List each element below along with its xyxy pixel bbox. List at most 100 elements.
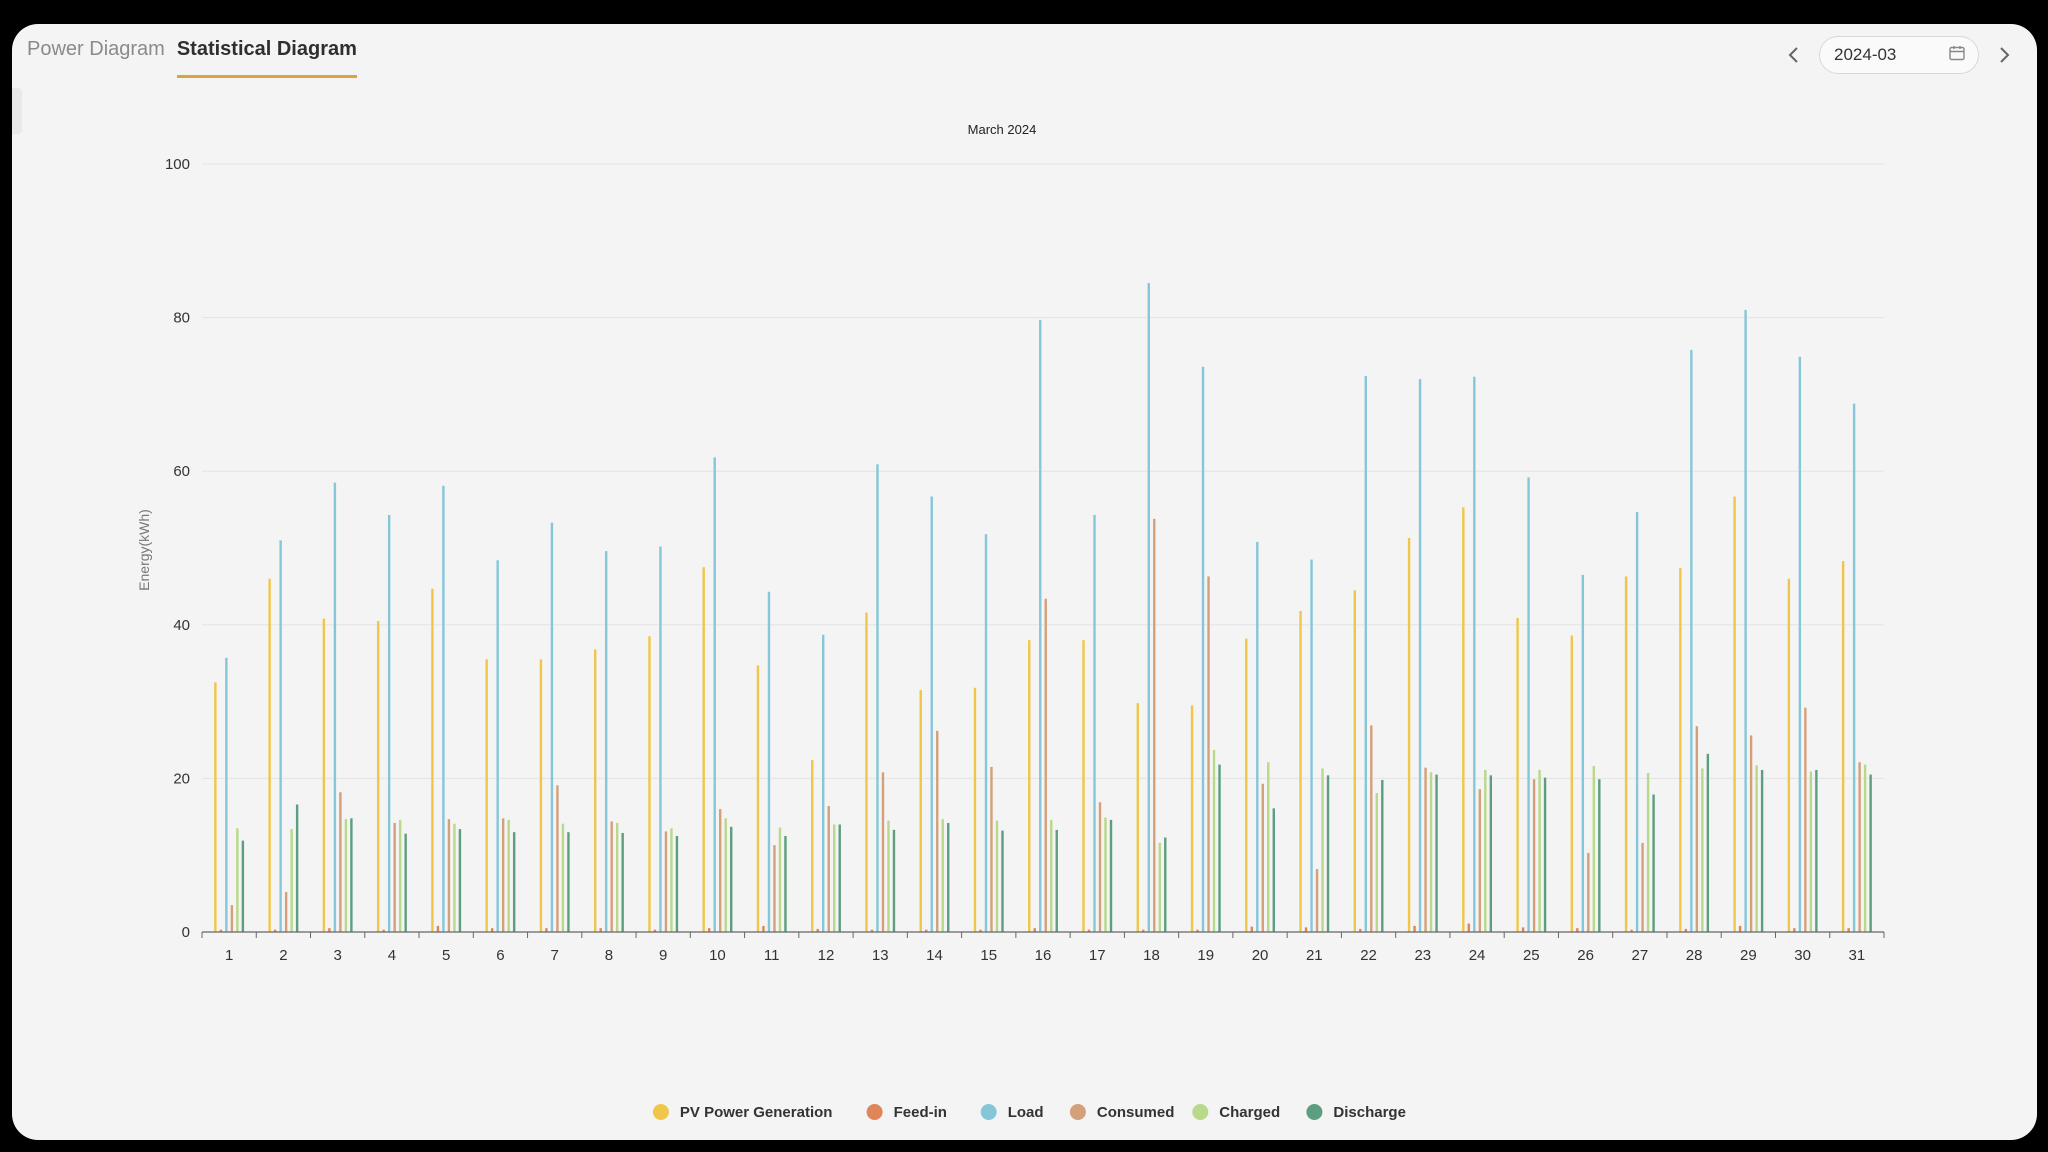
bar (1847, 928, 1850, 932)
bar (567, 832, 570, 932)
chevron-right-icon[interactable] (1991, 40, 2017, 70)
bar (1424, 767, 1427, 932)
legend-label: Feed-in (894, 1104, 947, 1121)
bar (404, 833, 407, 932)
y-tick-label: 80 (173, 310, 190, 327)
bar (501, 818, 505, 932)
legend-swatch (980, 1104, 997, 1120)
y-axis-label: Energy(kWh) (136, 509, 152, 591)
bar (1136, 703, 1139, 932)
bar (615, 822, 619, 932)
legend-item[interactable]: PV Power Generation (652, 1104, 833, 1121)
tab-statistical-diagram[interactable]: Statistical Diagram (176, 38, 357, 78)
bar (664, 831, 668, 932)
bar (1055, 829, 1058, 932)
legend-swatch (652, 1104, 669, 1120)
bar (1315, 869, 1319, 932)
bar (621, 832, 624, 932)
x-tick-label: 30 (1794, 947, 1811, 964)
bar (767, 591, 771, 932)
x-tick-label: 19 (1197, 947, 1214, 964)
x-tick-label: 24 (1469, 947, 1486, 964)
bar (442, 485, 445, 932)
bar (485, 659, 488, 932)
bar (1684, 928, 1688, 932)
bar (1087, 929, 1091, 932)
bar (1462, 507, 1465, 932)
bar (376, 620, 380, 932)
x-tick-label: 26 (1577, 947, 1594, 964)
bar (865, 612, 868, 932)
bar (1576, 928, 1579, 932)
bar (382, 929, 385, 932)
bar (659, 546, 662, 932)
legend-item[interactable]: Consumed (1069, 1104, 1175, 1121)
bar (333, 482, 337, 932)
bar (892, 829, 896, 932)
bar (1407, 538, 1411, 932)
month-picker-value: 2024-03 (1834, 45, 1897, 64)
bar (936, 730, 939, 932)
bar (1706, 753, 1710, 932)
x-tick-label: 13 (872, 947, 889, 964)
bar (1245, 638, 1248, 932)
x-tick-label: 1 (225, 947, 233, 964)
bar (833, 824, 836, 932)
bar (1755, 765, 1758, 932)
x-tick-label: 23 (1414, 947, 1431, 964)
bar (675, 836, 679, 932)
bar (1798, 356, 1802, 932)
x-tick-label: 4 (388, 947, 396, 964)
bar (724, 818, 727, 932)
x-tick-label: 28 (1686, 947, 1703, 964)
bar (1418, 379, 1422, 932)
legend-item[interactable]: Feed-in (866, 1104, 947, 1121)
month-picker[interactable]: 2024-03 (1819, 36, 1979, 74)
bar (1256, 541, 1259, 932)
y-tick-label: 100 (165, 156, 190, 173)
bar (1635, 511, 1639, 932)
bar (507, 819, 510, 932)
bar (1429, 772, 1433, 932)
bar (1381, 779, 1384, 932)
legend-label: PV Power Generation (680, 1104, 833, 1121)
bar (268, 578, 271, 932)
legend-swatch (1306, 1104, 1323, 1120)
bar (887, 820, 890, 932)
bar (1104, 817, 1107, 932)
side-collapse-handle[interactable] (12, 88, 22, 134)
bar (1218, 764, 1221, 932)
x-tick-label: 27 (1631, 947, 1648, 964)
bar (1478, 789, 1482, 932)
legend-item[interactable]: Charged (1192, 1104, 1280, 1121)
bar (322, 618, 326, 932)
x-tick-label: 10 (709, 947, 726, 964)
bar (1538, 769, 1541, 932)
bar (1413, 925, 1416, 932)
bar (1570, 635, 1574, 932)
bar (1267, 762, 1270, 932)
chevron-left-icon[interactable] (1781, 40, 1807, 70)
bar (1039, 319, 1042, 932)
legend-label: Load (1008, 1104, 1044, 1121)
bar (670, 828, 673, 932)
bar (279, 540, 282, 932)
bar (496, 560, 499, 932)
x-tick-label: 22 (1360, 947, 1377, 964)
legend-item[interactable]: Discharge (1306, 1104, 1406, 1121)
tab-power-diagram[interactable]: Power Diagram (27, 38, 165, 60)
x-tick-label: 8 (605, 947, 613, 964)
bar (773, 845, 776, 932)
bar (984, 534, 988, 932)
bar (1375, 792, 1378, 932)
bar (1809, 771, 1813, 932)
x-tick-label: 11 (764, 947, 780, 964)
x-tick-label: 20 (1252, 947, 1269, 964)
bar (230, 905, 234, 932)
bar (1370, 725, 1373, 932)
bar (225, 657, 228, 932)
legend-swatch (1192, 1104, 1209, 1120)
bar (811, 759, 814, 932)
bar (1321, 768, 1324, 932)
legend-item[interactable]: Load (980, 1104, 1044, 1121)
